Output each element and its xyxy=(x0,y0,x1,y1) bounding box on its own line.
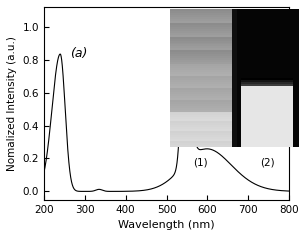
Text: (1): (1) xyxy=(193,158,208,168)
X-axis label: Wavelength (nm): Wavelength (nm) xyxy=(118,220,215,230)
Text: (a): (a) xyxy=(70,46,87,59)
Text: (b): (b) xyxy=(195,32,213,45)
Text: (2): (2) xyxy=(260,158,275,168)
Y-axis label: Nomalized Intensity (a.u.): Nomalized Intensity (a.u.) xyxy=(7,36,17,171)
